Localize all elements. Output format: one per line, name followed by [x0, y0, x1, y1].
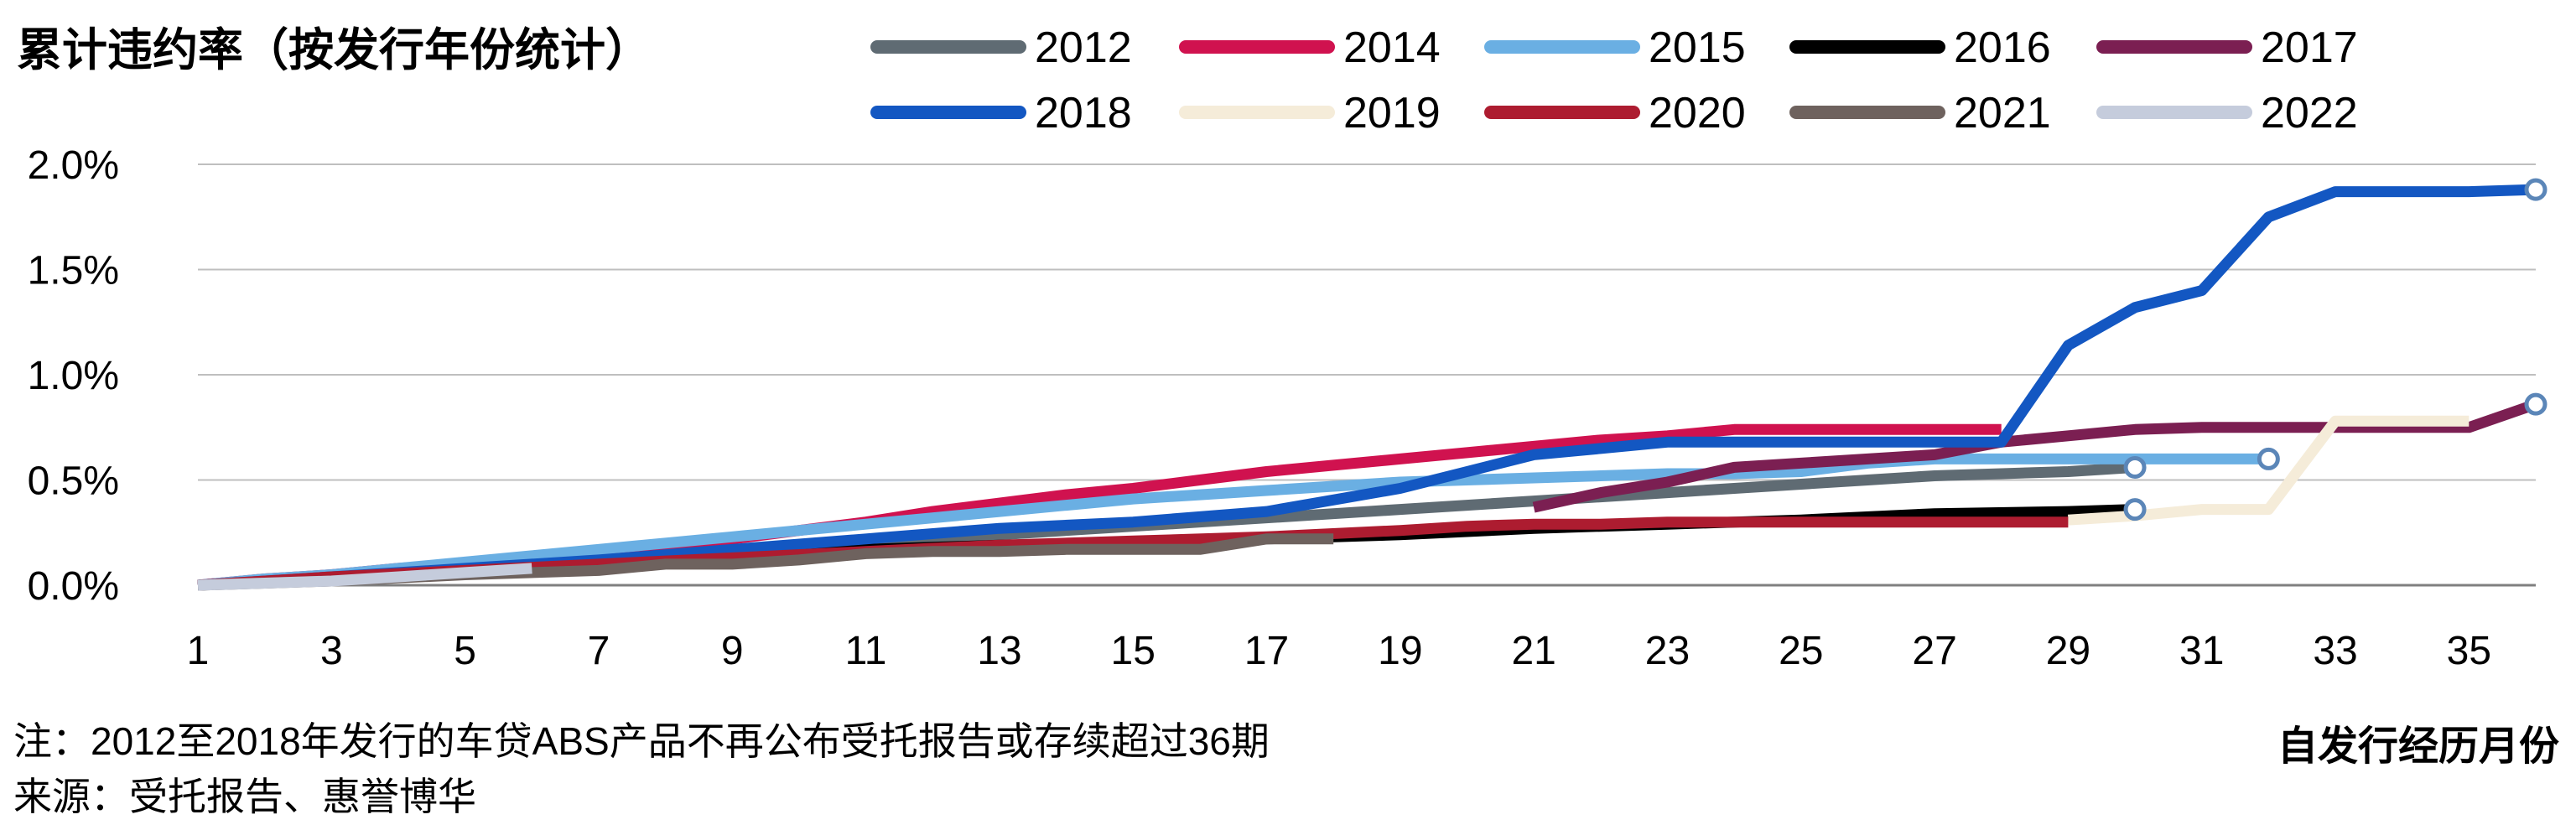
source-note: 来源：受托报告、惠誉博华: [13, 775, 476, 818]
legend-label-2012: 2012: [1035, 23, 1132, 72]
x-tick-label: 5: [454, 629, 476, 673]
y-tick-label: 0.5%: [28, 459, 119, 504]
chart-title: 累计违约率（按发行年份统计）: [17, 25, 651, 75]
x-tick-label: 35: [2447, 629, 2491, 673]
y-tick-label: 1.5%: [28, 249, 119, 293]
grid: [198, 163, 2536, 587]
x-tick-label: 11: [845, 629, 887, 673]
plot-area: [197, 178, 2547, 591]
legend-label-2019: 2019: [1343, 89, 1441, 138]
y-axis: 0.0% 0.5% 1.0% 1.5% 2.0%: [28, 143, 119, 609]
series-line-2018: [197, 184, 2537, 591]
legend-label-2016: 2016: [1954, 23, 2051, 72]
x-axis-label: 自发行经历月份: [2277, 724, 2559, 769]
x-tick-label: 1: [187, 629, 210, 673]
x-tick-label: 23: [1645, 629, 1690, 673]
x-tick-label: 15: [1111, 629, 1156, 673]
x-tick-label: 7: [588, 629, 610, 673]
legend: 2012 2014 2015 2016 2017 2018 2019 2020 2021 2022: [870, 23, 2358, 138]
y-tick-label: 1.0%: [28, 354, 119, 398]
x-tick-label: 27: [1912, 629, 1956, 673]
x-tick-label: 33: [2313, 629, 2357, 673]
series-line-2022: [197, 563, 532, 591]
x-tick-label: 13: [977, 629, 1021, 673]
x-tick-label: 31: [2179, 629, 2224, 673]
x-tick-label: 29: [2046, 629, 2090, 673]
x-tick-label: 21: [1511, 629, 1555, 673]
legend-label-2015: 2015: [1649, 23, 1746, 72]
legend-label-2020: 2020: [1649, 89, 1746, 138]
legend-label-2017: 2017: [2261, 23, 2358, 72]
x-tick-label: 19: [1378, 629, 1422, 673]
end-marker-2015: [2257, 447, 2280, 470]
x-tick-label: 25: [1779, 629, 1823, 673]
x-tick-label: 17: [1244, 629, 1289, 673]
footnote: 注：2012至2018年发行的车贷ABS产品不再公布受托报告或存续超过36期: [13, 719, 1270, 763]
legend-label-2014: 2014: [1343, 23, 1441, 72]
end-marker-2012: [2123, 455, 2147, 479]
end-marker-2018: [2524, 178, 2547, 201]
x-tick-label: 9: [721, 629, 744, 673]
legend-label-2021: 2021: [1954, 89, 2051, 138]
legend-label-2022: 2022: [2261, 89, 2358, 138]
x-axis: 1 3 5 7 9 11 13 15 17 19 21 23 25 27 29 31 33 35: [187, 629, 2491, 673]
series-line-2017: [1532, 398, 2538, 513]
end-marker-2016: [2123, 498, 2147, 521]
y-tick-label: 2.0%: [28, 143, 119, 188]
end-marker-2017: [2524, 392, 2547, 416]
x-tick-label: 3: [320, 629, 343, 673]
y-tick-label: 0.0%: [28, 564, 119, 609]
legend-label-2018: 2018: [1035, 89, 1132, 138]
